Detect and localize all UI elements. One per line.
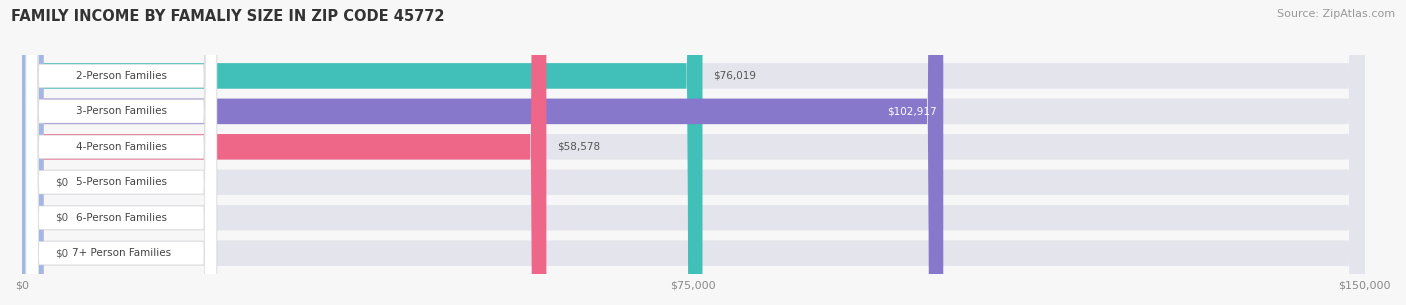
FancyBboxPatch shape [22,0,44,305]
FancyBboxPatch shape [22,0,1365,305]
Text: Source: ZipAtlas.com: Source: ZipAtlas.com [1277,9,1395,19]
Text: 3-Person Families: 3-Person Families [76,106,167,117]
FancyBboxPatch shape [27,0,217,305]
Text: 4-Person Families: 4-Person Families [76,142,167,152]
Text: 6-Person Families: 6-Person Families [76,213,167,223]
Text: $0: $0 [56,248,69,258]
FancyBboxPatch shape [27,0,217,305]
Text: $0: $0 [56,177,69,187]
FancyBboxPatch shape [22,0,44,305]
Text: $58,578: $58,578 [557,142,600,152]
FancyBboxPatch shape [22,0,1365,305]
FancyBboxPatch shape [22,0,703,305]
Text: FAMILY INCOME BY FAMALIY SIZE IN ZIP CODE 45772: FAMILY INCOME BY FAMALIY SIZE IN ZIP COD… [11,9,444,24]
FancyBboxPatch shape [27,0,217,305]
FancyBboxPatch shape [22,0,1365,305]
FancyBboxPatch shape [27,0,217,305]
Text: 7+ Person Families: 7+ Person Families [72,248,172,258]
FancyBboxPatch shape [22,0,1365,305]
Text: $76,019: $76,019 [713,71,756,81]
Text: $102,917: $102,917 [887,106,936,117]
FancyBboxPatch shape [22,0,943,305]
FancyBboxPatch shape [22,0,44,305]
FancyBboxPatch shape [22,0,1365,305]
FancyBboxPatch shape [27,0,217,305]
FancyBboxPatch shape [22,0,547,305]
FancyBboxPatch shape [27,0,217,305]
FancyBboxPatch shape [22,0,1365,305]
Text: 5-Person Families: 5-Person Families [76,177,167,187]
Text: 2-Person Families: 2-Person Families [76,71,167,81]
Text: $0: $0 [56,213,69,223]
